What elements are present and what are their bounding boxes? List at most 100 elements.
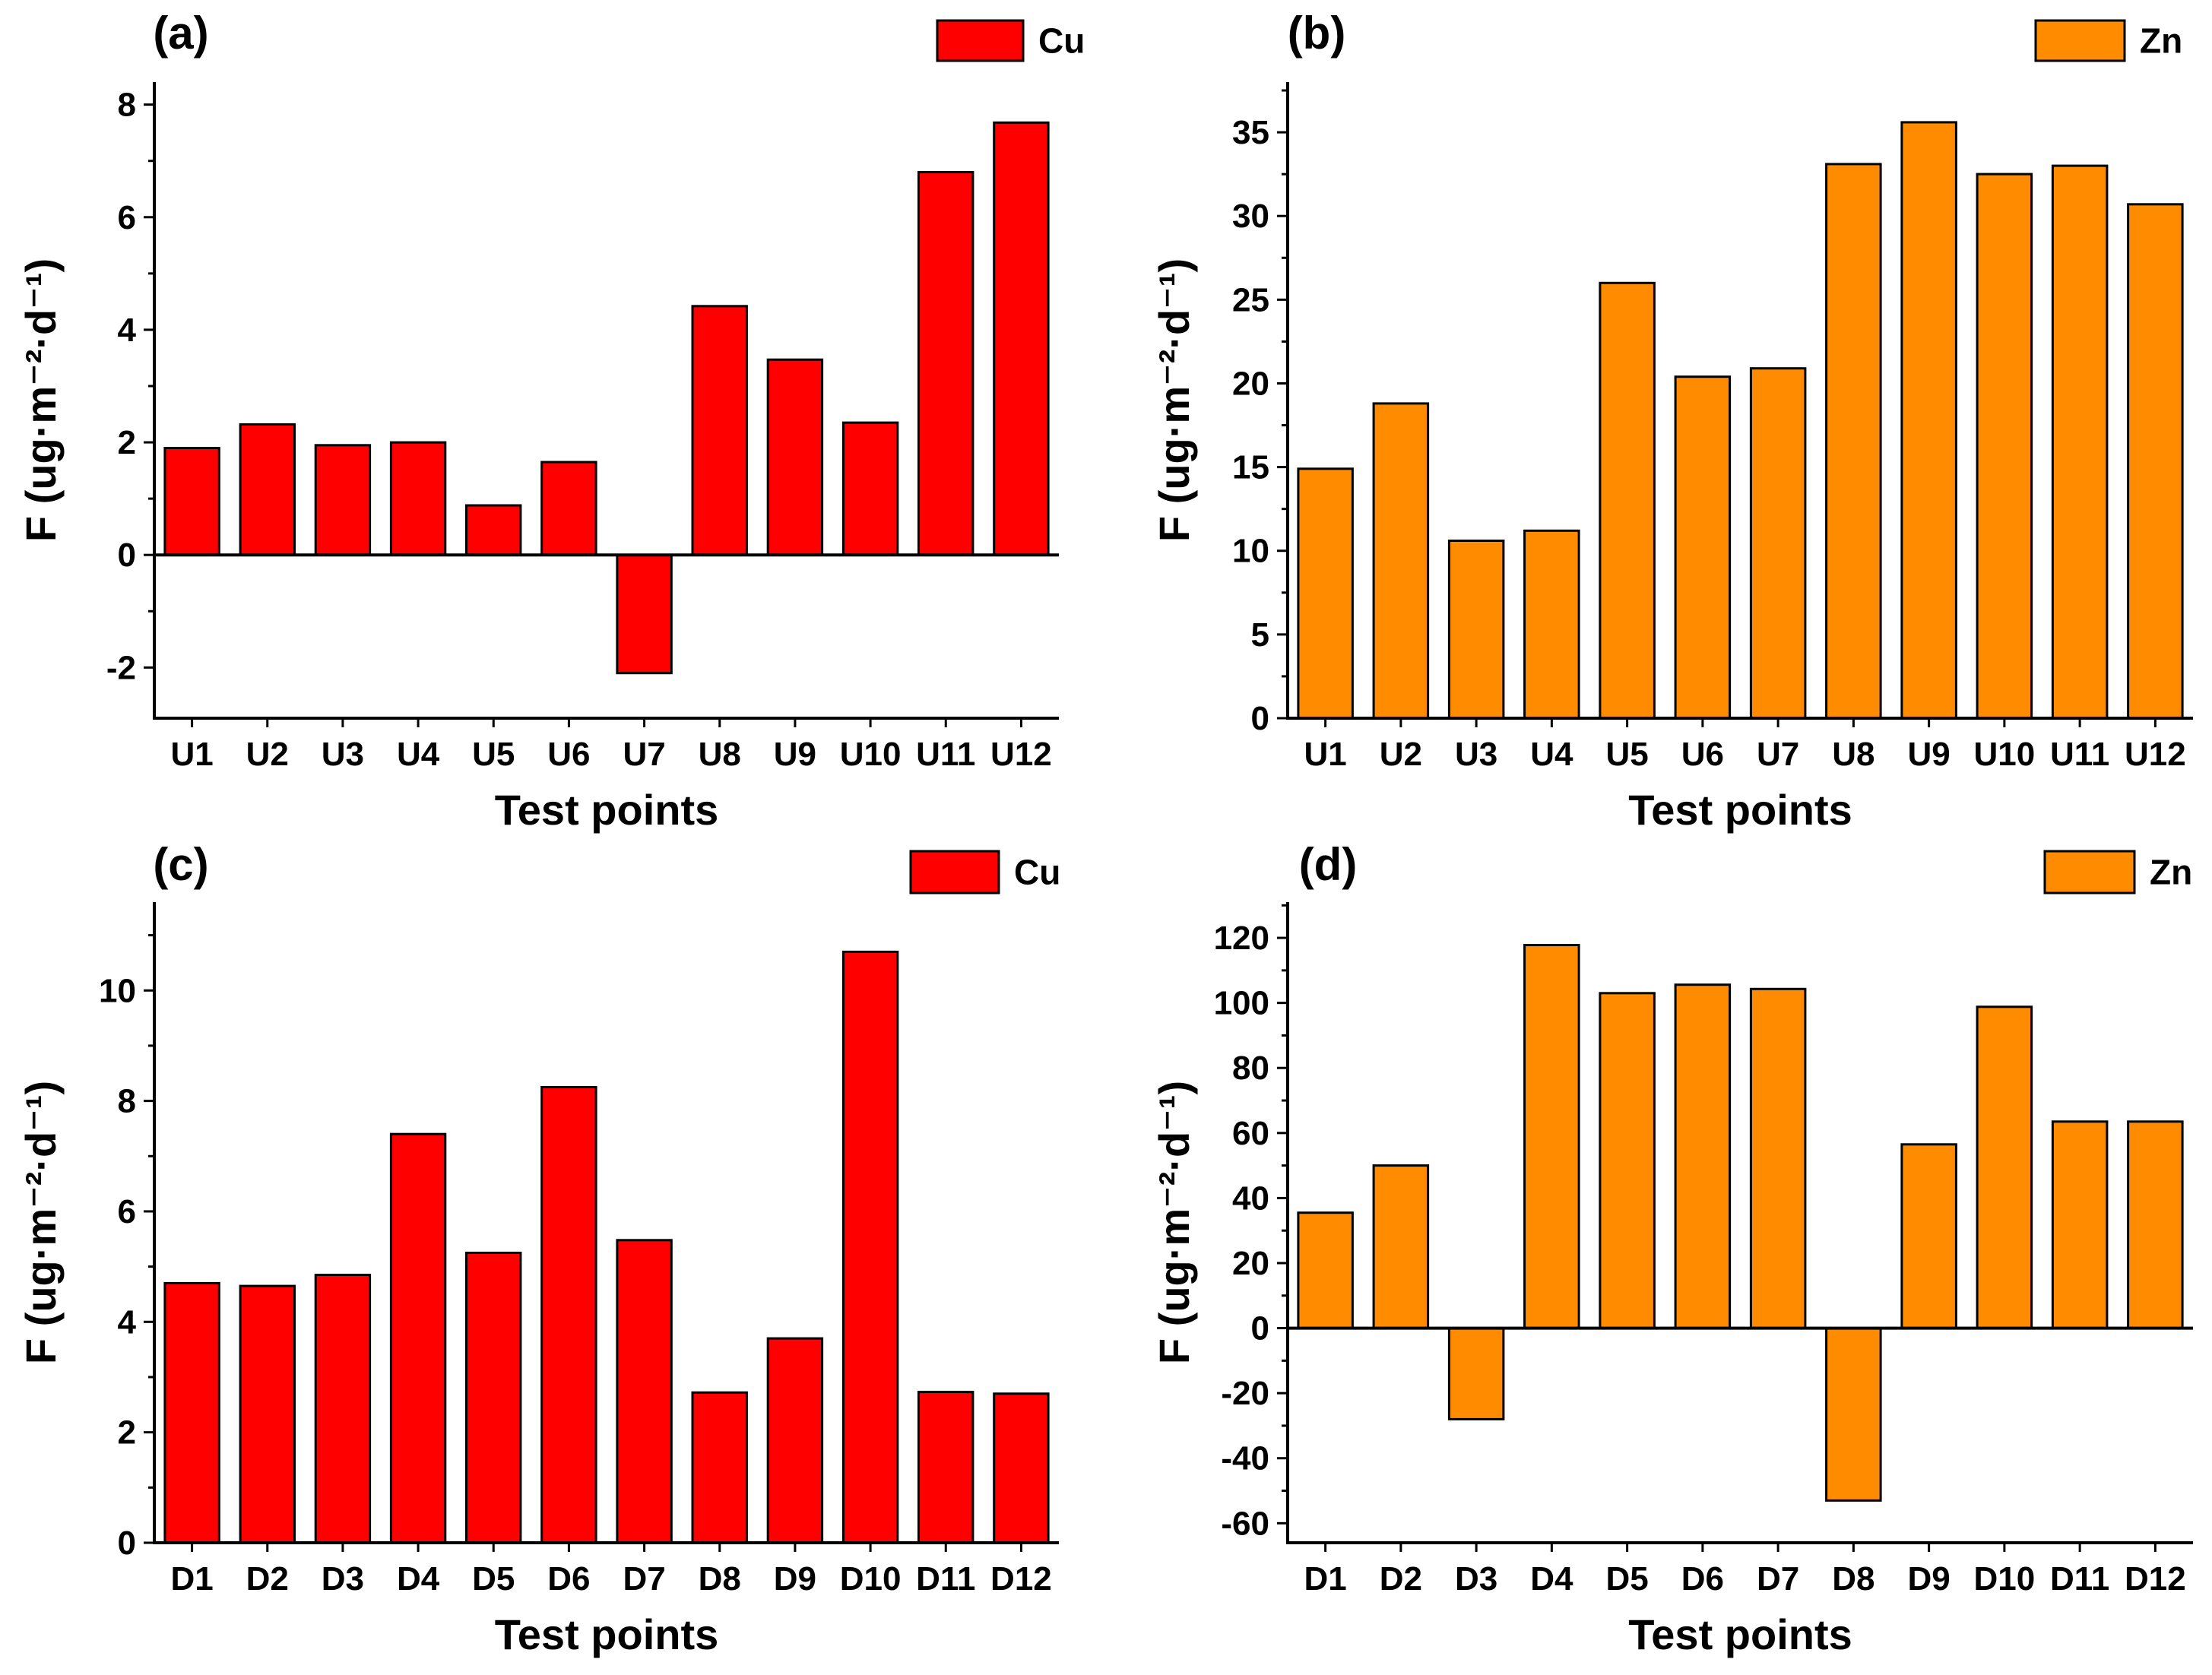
bar-u11: [917, 171, 974, 556]
bar-d11: [917, 1391, 974, 1544]
bar-u8: [1825, 163, 1882, 720]
chart-panel-2: 0 5 10 15 20 25 30 35 U1 U2 U3 U4 U5 U6 U7 U8 U9 U10 U11 U1…: [1150, 8, 2193, 834]
x-tick-label: D7: [623, 1560, 665, 1597]
y-axis-title: F (ug·m⁻²·d⁻¹): [1150, 1081, 1198, 1364]
x-axis-title: Test points: [1628, 786, 1852, 834]
bar-d7: [616, 1239, 673, 1544]
bar-d8: [1825, 1327, 1882, 1502]
y-tick-label: 2: [118, 1414, 136, 1452]
bar-u6: [540, 461, 597, 556]
y-tick-label: 4: [118, 1303, 137, 1341]
bar-d6: [540, 1086, 597, 1544]
x-tick-label: D2: [1380, 1560, 1422, 1597]
bar-u12: [993, 121, 1050, 556]
x-tick-label: D8: [1832, 1560, 1874, 1597]
x-tick-label: U11: [916, 736, 975, 773]
bar-d5: [1599, 992, 1656, 1330]
panel-label: (b): [1288, 8, 1346, 59]
x-tick-label: D1: [170, 1560, 213, 1597]
x-tick-label: U7: [623, 736, 665, 773]
bar-d4: [389, 1132, 447, 1544]
y-tick-label: 0: [118, 1525, 136, 1562]
y-tick-label: 8: [118, 1083, 136, 1120]
x-tick-label: D6: [547, 1560, 590, 1597]
y-tick-label: 5: [1251, 616, 1269, 654]
bar-d1: [163, 1281, 220, 1544]
y-tick-label: 35: [1232, 114, 1269, 151]
panel-label: (a): [153, 8, 208, 59]
x-tick-label: U11: [2050, 736, 2109, 773]
bar-u1: [1297, 467, 1354, 720]
x-tick-label: D5: [1606, 1560, 1649, 1597]
bar-d2: [1372, 1164, 1430, 1330]
x-tick-label: U8: [1832, 736, 1874, 773]
legend-swatch: [2043, 850, 2136, 894]
bar-u3: [314, 444, 372, 556]
bar-u4: [1523, 529, 1580, 720]
bar-d9: [766, 1337, 824, 1544]
y-tick-label: 40: [1232, 1179, 1269, 1217]
x-tick-label: U2: [1380, 736, 1422, 773]
bar-u4: [389, 441, 447, 556]
x-tick-label: U3: [1455, 736, 1497, 773]
legend-label: Cu: [1038, 21, 1085, 61]
x-tick-label: U8: [699, 736, 741, 773]
x-tick-label: D6: [1681, 1560, 1724, 1597]
bar-d3: [314, 1274, 372, 1544]
x-tick-label: D2: [246, 1560, 289, 1597]
bar-u3: [1447, 540, 1505, 720]
x-tick-label: D9: [774, 1560, 816, 1597]
bar-d11: [2051, 1120, 2109, 1330]
x-tick-label: D5: [472, 1560, 515, 1597]
bar-d9: [1900, 1143, 1957, 1330]
y-tick-label: 120: [1214, 920, 1269, 957]
y-tick-label: -2: [106, 649, 136, 686]
bar-u5: [465, 504, 522, 556]
bar-u6: [1674, 375, 1732, 720]
x-tick-label: D11: [2050, 1560, 2109, 1597]
chart-panel-4: -60 -40 -20 0 20 40 60 80 100 120 D1 D2 D3 D4 D5 D6 D7 D8…: [1150, 839, 2193, 1658]
bar-d12: [993, 1392, 1050, 1544]
y-axis-title: F (ug·m⁻²·d⁻¹): [17, 258, 65, 542]
x-tick-label: D12: [990, 1560, 1052, 1597]
legend-label: Zn: [2150, 853, 2192, 892]
y-tick-label: 80: [1232, 1050, 1269, 1087]
y-tick-label: -60: [1221, 1505, 1269, 1542]
x-tick-label: U10: [840, 736, 902, 773]
bar-d4: [1523, 944, 1580, 1330]
bar-d10: [1976, 1005, 2033, 1330]
x-tick-label: U1: [1304, 736, 1347, 773]
x-tick-label: D4: [1530, 1560, 1573, 1597]
x-tick-label: U5: [472, 736, 515, 773]
y-tick-label: 6: [118, 199, 136, 236]
bar-u9: [766, 358, 824, 556]
y-tick-label: 20: [1232, 365, 1269, 402]
x-tick-label: D8: [699, 1560, 741, 1597]
y-tick-label: 30: [1232, 198, 1269, 235]
bar-d3: [1447, 1327, 1505, 1420]
x-tick-label: D11: [916, 1560, 975, 1597]
y-tick-label: 8: [118, 87, 136, 124]
y-tick-label: -20: [1221, 1375, 1269, 1412]
bar-u7: [616, 553, 673, 675]
x-tick-label: U4: [397, 736, 440, 773]
x-axis-title: Test points: [495, 786, 719, 834]
y-tick-label: 60: [1232, 1115, 1269, 1152]
y-tick-label: 10: [99, 972, 136, 1009]
chart-panel-1: -2 0 2 4 6 8 U1 U2 U3 U4 U5 U6 U7 U8 U9 U10 U11 U12 Test p…: [17, 8, 1085, 834]
x-tick-label: U6: [1681, 736, 1724, 773]
bar-u1: [163, 447, 220, 556]
x-tick-label: U10: [1974, 736, 2036, 773]
y-tick-label: 100: [1214, 985, 1269, 1022]
x-tick-label: D12: [2125, 1560, 2186, 1597]
y-tick-label: -40: [1221, 1440, 1269, 1477]
x-tick-label: U9: [1908, 736, 1951, 773]
y-tick-label: 20: [1232, 1245, 1269, 1282]
chart-panel-3: 0 2 4 6 8 10 D1 D2 D3 D4 D5 D6 D7 D8 D9 D10 D11 D12 Test p…: [17, 839, 1060, 1658]
bar-u10: [1976, 173, 2033, 720]
x-tick-label: D4: [397, 1560, 440, 1597]
bar-d12: [2127, 1120, 2184, 1330]
x-tick-label: U4: [1530, 736, 1573, 773]
x-tick-label: U9: [774, 736, 816, 773]
